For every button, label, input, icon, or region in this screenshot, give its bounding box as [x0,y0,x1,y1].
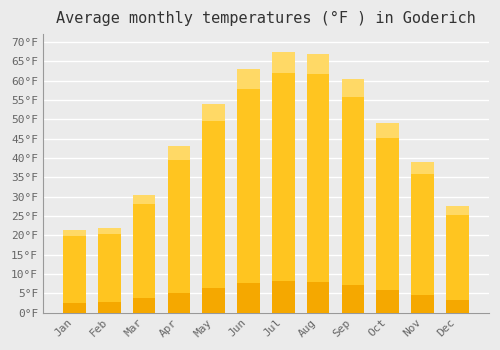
Bar [202,288,225,313]
Bar [133,299,156,313]
Bar [411,162,434,174]
Bar [237,69,260,284]
Bar [168,146,190,160]
Bar [411,295,434,313]
Bar [446,300,468,313]
Bar [376,123,399,138]
Bar [202,104,225,120]
Bar [63,303,86,313]
Bar [307,54,330,74]
Bar [342,79,364,97]
Bar [376,290,399,313]
Bar [133,195,156,299]
Bar [307,281,330,313]
Bar [168,146,190,293]
Bar [272,281,294,313]
Bar [202,104,225,288]
Bar [411,162,434,295]
Bar [168,293,190,313]
Bar [342,285,364,313]
Bar [63,230,86,303]
Bar [237,284,260,313]
Title: Average monthly temperatures (°F ) in Goderich: Average monthly temperatures (°F ) in Go… [56,11,476,26]
Bar [307,54,330,281]
Bar [376,123,399,290]
Bar [98,228,120,302]
Bar [133,195,156,204]
Bar [446,206,468,215]
Bar [342,79,364,285]
Bar [237,69,260,89]
Bar [446,206,468,300]
Bar [63,230,86,236]
Bar [98,228,120,234]
Bar [98,302,120,313]
Bar [272,52,294,281]
Bar [272,52,294,72]
